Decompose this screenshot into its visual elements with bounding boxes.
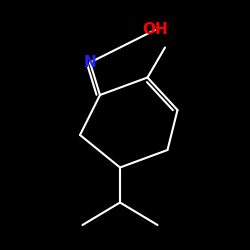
Text: OH: OH <box>142 22 168 38</box>
Text: N: N <box>84 55 96 70</box>
